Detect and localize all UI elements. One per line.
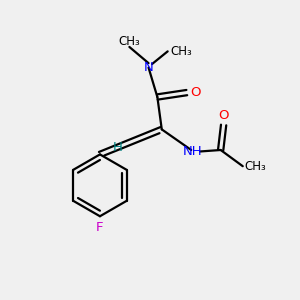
Text: CH₃: CH₃ [244,160,266,173]
Text: O: O [190,86,201,99]
Text: H: H [113,141,122,154]
Text: F: F [96,221,104,234]
Text: CH₃: CH₃ [118,34,140,48]
Text: CH₃: CH₃ [170,45,192,58]
Text: O: O [218,109,229,122]
Text: N: N [144,61,153,74]
Text: NH: NH [183,145,203,158]
